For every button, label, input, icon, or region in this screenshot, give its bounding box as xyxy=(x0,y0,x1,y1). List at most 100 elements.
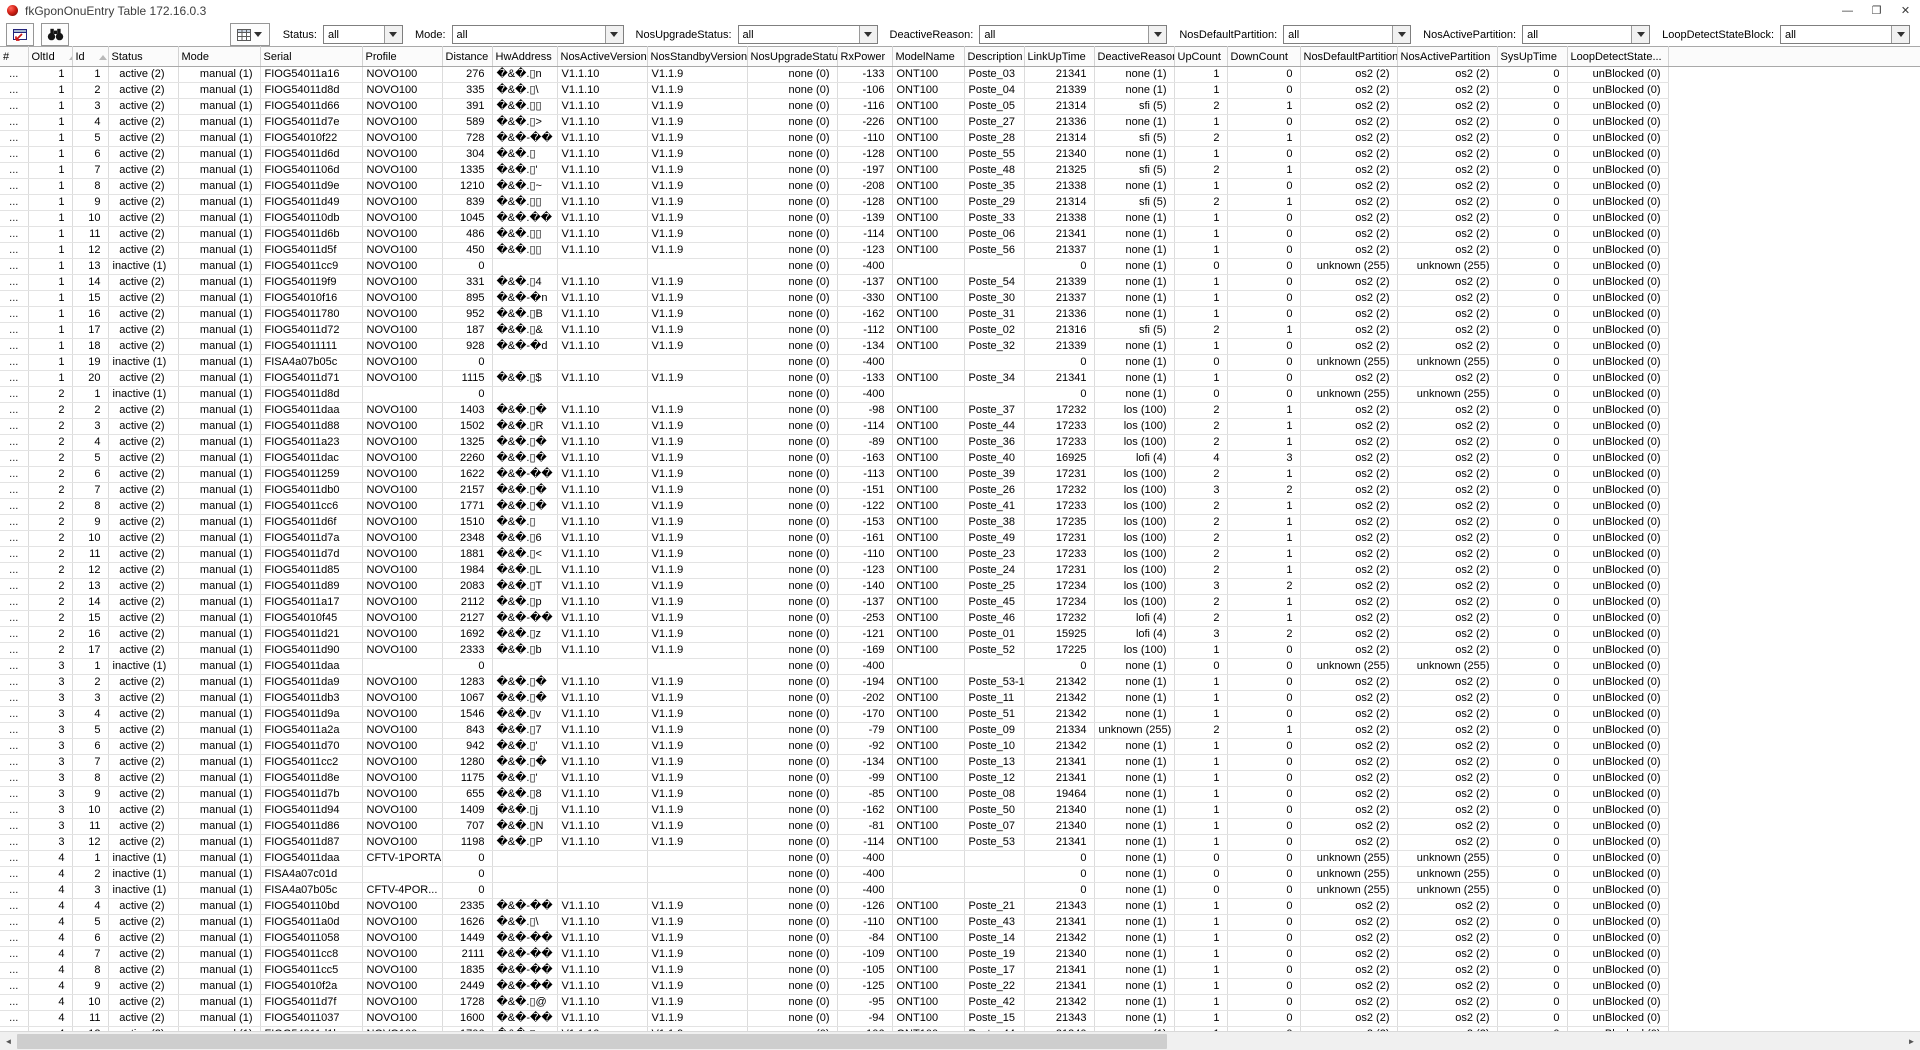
cell-nos-active-partition[interactable]: os2 (2) xyxy=(1397,322,1498,339)
cell-model-name[interactable]: ONT100 xyxy=(892,418,965,435)
cell-status[interactable]: active (2) xyxy=(108,690,179,707)
cell-serial[interactable]: FIOG54010f22 xyxy=(260,130,363,147)
cell-description[interactable]: Poste_44 xyxy=(964,1026,1025,1032)
cell-profile[interactable]: NOVO100 xyxy=(362,178,443,195)
cell-num[interactable]: ... xyxy=(0,274,29,291)
cell-loop-detect-state[interactable]: unBlocked (0) xyxy=(1567,658,1669,675)
cell-num[interactable]: ... xyxy=(0,754,29,771)
cell-rx-power[interactable]: -137 xyxy=(837,594,893,611)
cell-nos-active-version[interactable]: V1.1.10 xyxy=(557,226,648,243)
cell-rx-power[interactable]: -110 xyxy=(837,914,893,931)
cell-nos-active-partition[interactable]: os2 (2) xyxy=(1397,786,1498,803)
cell-sys-up-time[interactable]: 0 xyxy=(1497,450,1568,467)
cell-serial[interactable]: FIOG54011cc8 xyxy=(260,946,363,963)
cell-loop-detect-state[interactable]: unBlocked (0) xyxy=(1567,722,1669,739)
cell-description[interactable]: Poste_06 xyxy=(964,226,1025,243)
cell-up-count[interactable]: 1 xyxy=(1174,786,1228,803)
cell-nos-standby-version[interactable]: V1.1.9 xyxy=(647,578,748,595)
cell-nos-active-partition[interactable]: os2 (2) xyxy=(1397,370,1498,387)
cell-nos-default-partition[interactable]: os2 (2) xyxy=(1300,466,1398,483)
cell-nos-upgrade-status[interactable]: none (0) xyxy=(747,530,838,547)
cell-link-up-time[interactable]: 21339 xyxy=(1024,338,1095,355)
cell-rx-power[interactable]: -89 xyxy=(837,434,893,451)
cell-serial[interactable]: FIOG54011d9a xyxy=(260,706,363,723)
column-header-nos-standby-version[interactable]: NosStandbyVersion xyxy=(647,46,748,67)
cell-nos-upgrade-status[interactable]: none (0) xyxy=(747,322,838,339)
cell-mode[interactable]: manual (1) xyxy=(178,530,261,547)
cell-rx-power[interactable]: -400 xyxy=(837,866,893,883)
cell-sys-up-time[interactable]: 0 xyxy=(1497,338,1568,355)
cell-hw-address[interactable]: �&�.▯v xyxy=(492,706,558,723)
cell-hw-address[interactable]: �&�.▯> xyxy=(492,114,558,131)
cell-nos-upgrade-status[interactable]: none (0) xyxy=(747,930,838,947)
cell-profile[interactable]: NOVO100 xyxy=(362,786,443,803)
cell-down-count[interactable]: 1 xyxy=(1227,498,1301,515)
cell-profile[interactable]: NOVO100 xyxy=(362,338,443,355)
cell-nos-standby-version[interactable]: V1.1.9 xyxy=(647,978,748,995)
cell-profile[interactable]: NOVO100 xyxy=(362,914,443,931)
cell-mode[interactable]: manual (1) xyxy=(178,226,261,243)
cell-description[interactable]: Poste_12 xyxy=(964,770,1025,787)
cell-deactive-reason[interactable]: none (1) xyxy=(1094,754,1175,771)
cell-id[interactable]: 12 xyxy=(72,242,109,259)
column-header-olt-id[interactable]: OltId xyxy=(28,46,73,67)
cell-nos-default-partition[interactable]: os2 (2) xyxy=(1300,594,1398,611)
cell-down-count[interactable]: 0 xyxy=(1227,802,1301,819)
cell-hw-address[interactable]: �&�.▯& xyxy=(492,322,558,339)
cell-rx-power[interactable]: -202 xyxy=(837,690,893,707)
cell-link-up-time[interactable]: 17233 xyxy=(1024,418,1095,435)
cell-nos-default-partition[interactable]: os2 (2) xyxy=(1300,962,1398,979)
cell-model-name[interactable]: ONT100 xyxy=(892,978,965,995)
cell-loop-detect-state[interactable]: unBlocked (0) xyxy=(1567,210,1669,227)
cell-nos-upgrade-status[interactable]: none (0) xyxy=(747,226,838,243)
cell-nos-active-partition[interactable]: os2 (2) xyxy=(1397,194,1498,211)
cell-down-count[interactable]: 0 xyxy=(1227,338,1301,355)
cell-loop-detect-state[interactable]: unBlocked (0) xyxy=(1567,498,1669,515)
cell-nos-standby-version[interactable]: V1.1.9 xyxy=(647,242,748,259)
cell-up-count[interactable]: 1 xyxy=(1174,674,1228,691)
cell-nos-upgrade-status[interactable]: none (0) xyxy=(747,898,838,915)
cell-sys-up-time[interactable]: 0 xyxy=(1497,130,1568,147)
cell-distance[interactable]: 1175 xyxy=(442,770,493,787)
cell-olt-id[interactable]: 4 xyxy=(28,914,73,931)
cell-description[interactable]: Poste_30 xyxy=(964,290,1025,307)
cell-olt-id[interactable]: 2 xyxy=(28,418,73,435)
cell-nos-active-version[interactable] xyxy=(557,354,648,371)
cell-model-name[interactable]: ONT100 xyxy=(892,530,965,547)
cell-status[interactable]: active (2) xyxy=(108,482,179,499)
cell-hw-address[interactable]: �&�.▯L xyxy=(492,562,558,579)
cell-nos-active-version[interactable]: V1.1.10 xyxy=(557,290,648,307)
cell-nos-upgrade-status[interactable]: none (0) xyxy=(747,946,838,963)
table-row[interactable]: ... 4 7 active (2) manual (1) FIOG54011cc8 NOV… xyxy=(0,946,1920,963)
cell-down-count[interactable]: 0 xyxy=(1227,146,1301,163)
cell-up-count[interactable]: 2 xyxy=(1174,162,1228,179)
cell-model-name[interactable]: ONT100 xyxy=(892,226,965,243)
table-row[interactable]: ... 1 3 active (2) manual (1) FIOG54011d66 NOV… xyxy=(0,98,1920,115)
cell-rx-power[interactable]: -99 xyxy=(837,770,893,787)
table-row[interactable]: ... 4 4 active (2) manual (1) FIOG540110bd NOV… xyxy=(0,898,1920,915)
cell-mode[interactable]: manual (1) xyxy=(178,546,261,563)
cell-link-up-time[interactable]: 21334 xyxy=(1024,722,1095,739)
cell-deactive-reason[interactable]: none (1) xyxy=(1094,674,1175,691)
cell-hw-address[interactable]: �&�.▯$ xyxy=(492,370,558,387)
cell-model-name[interactable]: ONT100 xyxy=(892,66,965,83)
cell-nos-upgrade-status[interactable]: none (0) xyxy=(747,882,838,899)
cell-nos-active-version[interactable]: V1.1.10 xyxy=(557,770,648,787)
table-row[interactable]: ... 1 11 active (2) manual (1) FIOG54011d6b NO… xyxy=(0,226,1920,243)
cell-sys-up-time[interactable]: 0 xyxy=(1497,994,1568,1011)
cell-description[interactable]: Poste_41 xyxy=(964,498,1025,515)
cell-distance[interactable]: 942 xyxy=(442,738,493,755)
cell-status[interactable]: inactive (1) xyxy=(108,386,179,403)
cell-model-name[interactable]: ONT100 xyxy=(892,274,965,291)
cell-rx-power[interactable]: -134 xyxy=(837,754,893,771)
cell-status[interactable]: active (2) xyxy=(108,514,179,531)
cell-link-up-time[interactable]: 16925 xyxy=(1024,450,1095,467)
cell-nos-active-partition[interactable]: unknown (255) xyxy=(1397,258,1498,275)
cell-profile[interactable]: NOVO100 xyxy=(362,994,443,1011)
cell-model-name[interactable]: ONT100 xyxy=(892,98,965,115)
cell-nos-upgrade-status[interactable]: none (0) xyxy=(747,290,838,307)
cell-distance[interactable]: 2083 xyxy=(442,578,493,595)
cell-loop-detect-state[interactable]: unBlocked (0) xyxy=(1567,482,1669,499)
cell-nos-standby-version[interactable]: V1.1.9 xyxy=(647,418,748,435)
cell-rx-power[interactable]: -400 xyxy=(837,850,893,867)
